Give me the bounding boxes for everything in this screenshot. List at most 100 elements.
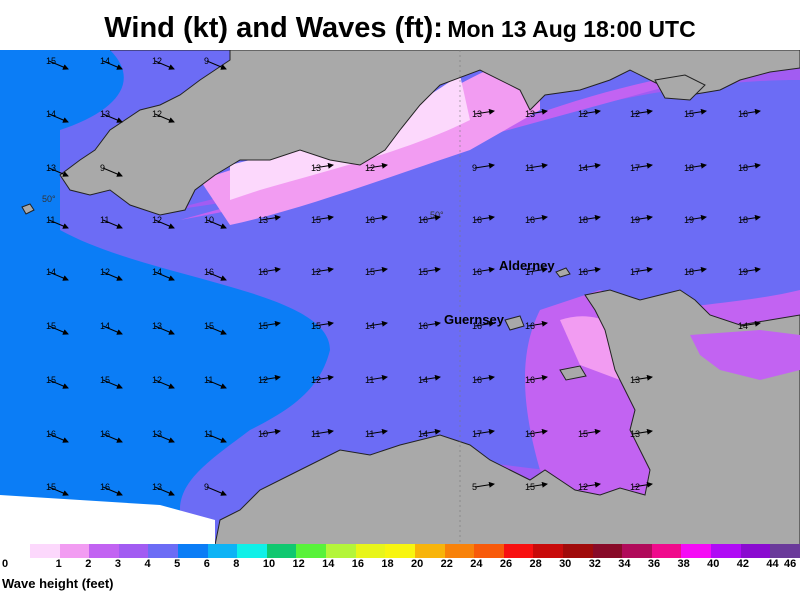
wind-arrow (154, 219, 175, 229)
colorbar-swatch (562, 544, 593, 558)
lat-label-west: 50° (42, 194, 56, 204)
wind-speed-label: 5 (472, 482, 477, 492)
wind-speed-label: 11 (204, 375, 213, 385)
wind-speed-label: 12 (152, 56, 162, 66)
colorbar-swatch (266, 544, 297, 558)
wind-arrow (313, 162, 334, 169)
wind-arrow (367, 428, 388, 435)
colorbar-swatch (474, 544, 504, 558)
wind-arrow (367, 266, 388, 273)
wind-arrow (580, 266, 601, 273)
colorbar-swatch (681, 544, 712, 558)
colorbar-swatch (89, 544, 119, 558)
wind-arrow (154, 113, 175, 123)
wind-speed-label: 14 (46, 109, 56, 119)
wind-arrow (260, 320, 281, 327)
land-jersey (559, 365, 587, 381)
wind-arrow (154, 271, 175, 281)
wind-arrow (632, 214, 653, 221)
wind-arrow (48, 60, 69, 70)
wind-arrow (313, 214, 334, 221)
colorbar-swatch (592, 544, 623, 558)
wind-arrow (580, 428, 601, 435)
legend-title: Wave height (feet) (2, 576, 114, 591)
colorbar-ticks: 0 1 2 3 4 5 6 8 10 12 14 16 18 20 22 24 26 28 30 32 34 36 38 40… (0, 558, 800, 574)
colorbar-tick-label: 6 (203, 558, 210, 570)
wind-arrow (260, 266, 281, 273)
wind-arrow (313, 374, 334, 381)
colorbar-tick-label: 8 (233, 558, 240, 570)
wind-arrow (48, 113, 69, 123)
wind-arrow (206, 271, 227, 281)
wind-speed-label: 15 (46, 321, 56, 331)
colorbar-tick-label: 16 (351, 558, 365, 570)
colorbar-swatch (740, 544, 771, 558)
wind-arrow (260, 374, 281, 381)
wind-speed-label: 13 (152, 482, 162, 492)
wind-arrow (474, 108, 495, 115)
wind-arrow (48, 271, 69, 281)
wind-arrow (367, 320, 388, 327)
wind-speed-label: 12 (152, 375, 162, 385)
wind-arrow (102, 60, 123, 70)
wind-arrow (632, 108, 653, 115)
wind-speed-label: 14 (152, 267, 162, 277)
wind-arrow (313, 320, 334, 327)
wind-arrow (48, 486, 69, 496)
wind-speed-label: 12 (152, 109, 162, 119)
wind-arrow (632, 266, 653, 273)
colorbar-swatch (770, 544, 800, 558)
colorbar-swatch (326, 544, 356, 558)
wind-arrow (740, 320, 761, 327)
wind-arrow (102, 379, 123, 389)
wind-speed-label: 16 (100, 482, 110, 492)
colorbar-swatch (503, 544, 534, 558)
colorbar-swatch (59, 544, 90, 558)
land-england (59, 50, 800, 216)
wind-arrow (206, 60, 227, 70)
colorbar-tick-label: 3 (114, 558, 121, 570)
wind-arrow (474, 266, 495, 273)
wind-speed-label: 11 (204, 429, 213, 439)
colorbar-tick-label: 14 (322, 558, 335, 570)
wind-arrow (474, 428, 495, 435)
wind-speed-label: 16 (46, 429, 56, 439)
wind-speed-label: 13 (152, 321, 162, 331)
colorbar-swatch (533, 544, 563, 558)
wind-arrow (102, 167, 123, 177)
wind-arrow (102, 433, 123, 443)
colorbar-swatch (355, 544, 386, 558)
wind-arrow (420, 320, 441, 327)
wind-speed-label: 13 (46, 163, 56, 173)
wind-arrow (367, 162, 388, 169)
wind-arrow (154, 486, 175, 496)
wind-arrow (580, 481, 601, 488)
colorbar-swatch (414, 544, 445, 558)
wind-arrow (154, 325, 175, 335)
colorbar-swatch (711, 544, 741, 558)
colorbar-swatch (30, 544, 60, 558)
colorbar-tick-label: 12 (292, 558, 305, 570)
colorbar-swatch (237, 544, 267, 558)
colorbar-swatch (207, 544, 238, 558)
wind-arrow (527, 481, 548, 488)
colorbar-tick-label: 34 (618, 558, 631, 570)
title-time: Mon 13 Aug 18:00 UTC (447, 16, 696, 42)
colorbar-tick-label: 42 (736, 558, 750, 570)
colorbar-tick-label: 2 (85, 558, 92, 570)
place-alderney: Alderney (499, 258, 555, 273)
colorbar-tick-label: 44 (766, 558, 779, 570)
wind-arrow (474, 214, 495, 221)
wind-arrow (154, 379, 175, 389)
colorbar-tick-label: 1 (55, 558, 62, 570)
wind-arrow (102, 219, 123, 229)
colorbar-tick-label: 32 (588, 558, 601, 570)
wind-arrow (260, 428, 281, 435)
colorbar-tick-label: 0 (2, 558, 9, 570)
wind-arrow (580, 108, 601, 115)
wind-arrow (154, 60, 175, 70)
wind-arrow (420, 428, 441, 435)
wind-arrow (367, 374, 388, 381)
wind-arrow (48, 325, 69, 335)
wave-height-colorbar (30, 544, 800, 558)
